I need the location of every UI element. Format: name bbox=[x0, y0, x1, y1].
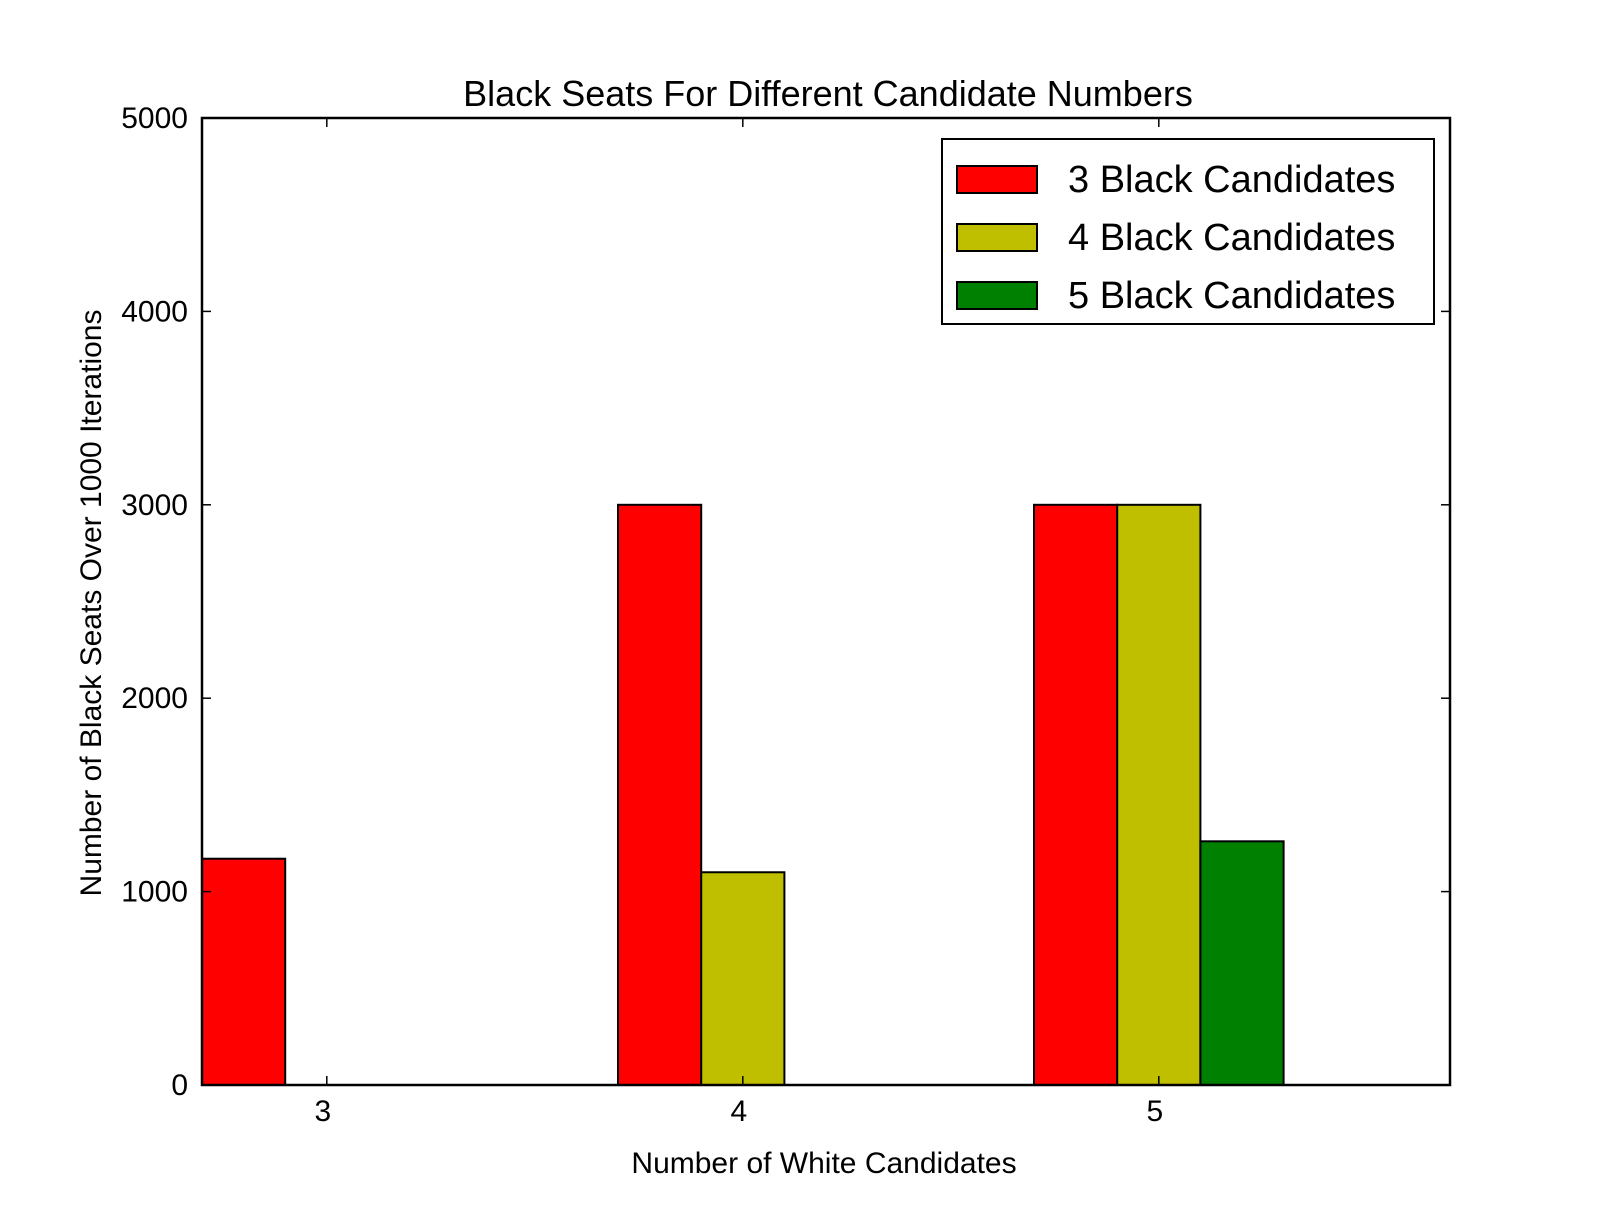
y-axis-label: Number of Black Seats Over 1000 Iteratio… bbox=[75, 310, 108, 897]
bar-series2-4 bbox=[700, 871, 786, 1087]
y-tick-label: 5000 bbox=[121, 102, 188, 135]
legend-swatch-2 bbox=[956, 223, 1038, 252]
y-tick-label: 4000 bbox=[121, 295, 188, 328]
bar-series2-5 bbox=[1116, 503, 1202, 1086]
bar-series1-5 bbox=[1033, 503, 1119, 1086]
x-tick-label: 4 bbox=[730, 1095, 747, 1128]
y-tick-label: 2000 bbox=[121, 682, 188, 715]
bar-series1-3 bbox=[201, 857, 287, 1086]
y-tick-label: 1000 bbox=[121, 876, 188, 909]
x-tick-label: 5 bbox=[1146, 1095, 1163, 1128]
bars-layer bbox=[201, 503, 1285, 1087]
y-tick-label: 0 bbox=[171, 1069, 188, 1102]
legend: 3 Black Candidates 4 Black Candidates 5 Bl… bbox=[941, 138, 1435, 325]
bar-series3-5 bbox=[1199, 840, 1285, 1086]
bar-series1-4 bbox=[617, 503, 703, 1086]
ticks-layer: 0 1000 2000 3000 4000 5000 3 4 5 bbox=[121, 102, 1450, 1128]
plot-frame bbox=[200, 116, 1452, 1087]
y-tick-label: 3000 bbox=[121, 489, 188, 522]
legend-swatch-1 bbox=[956, 165, 1038, 194]
legend-label-3: 5 Black Candidates bbox=[1068, 275, 1395, 317]
chart-title: Black Seats For Different Candidate Numb… bbox=[463, 73, 1193, 114]
x-tick-label: 3 bbox=[314, 1095, 331, 1128]
legend-swatch-3 bbox=[956, 281, 1038, 310]
legend-label-2: 4 Black Candidates bbox=[1068, 217, 1395, 259]
x-axis-label: Number of White Candidates bbox=[631, 1147, 1016, 1180]
legend-label-1: 3 Black Candidates bbox=[1068, 159, 1395, 201]
